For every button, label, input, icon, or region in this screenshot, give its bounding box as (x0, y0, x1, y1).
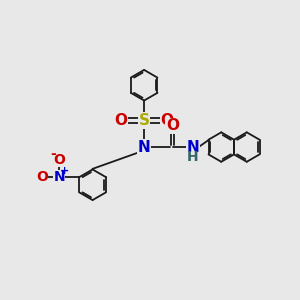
Text: O: O (160, 113, 174, 128)
Text: O: O (115, 113, 128, 128)
Text: N: N (53, 170, 65, 184)
Text: O: O (53, 153, 65, 167)
Text: S: S (139, 113, 150, 128)
Text: O: O (36, 170, 48, 184)
Text: -: - (50, 147, 56, 161)
Text: +: + (60, 166, 70, 176)
Text: H: H (187, 150, 199, 164)
Text: O: O (166, 118, 179, 134)
Text: N: N (138, 140, 151, 154)
Text: N: N (186, 140, 199, 154)
